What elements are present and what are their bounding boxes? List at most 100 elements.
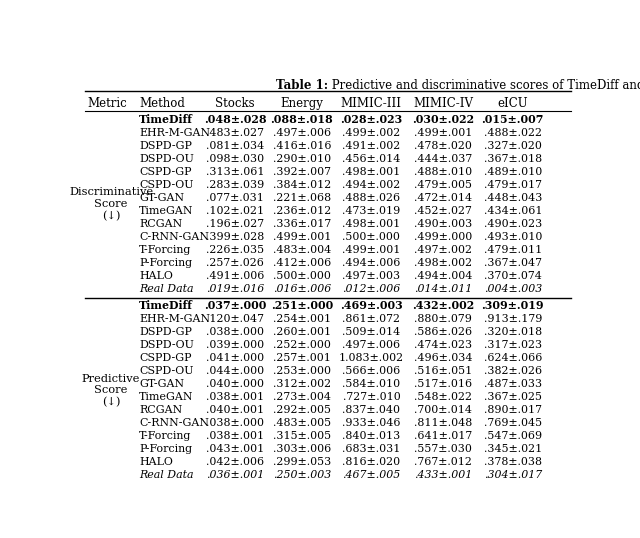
Text: .260±.001: .260±.001: [273, 327, 331, 337]
Text: .586±.026: .586±.026: [414, 327, 472, 337]
Text: C-RNN-GAN: C-RNN-GAN: [139, 232, 209, 242]
Text: .499±.000: .499±.000: [414, 232, 472, 242]
Text: .434±.061: .434±.061: [483, 206, 542, 216]
Text: .474±.023: .474±.023: [414, 339, 472, 350]
Text: Metric: Metric: [87, 97, 127, 110]
Text: EHR-M-GAN: EHR-M-GAN: [139, 128, 210, 138]
Text: .367±.018: .367±.018: [484, 154, 542, 164]
Text: .497±.006: .497±.006: [342, 339, 401, 350]
Text: .624±.066: .624±.066: [484, 353, 542, 363]
Text: .392±.007: .392±.007: [273, 167, 331, 176]
Text: .030±.022: .030±.022: [412, 114, 474, 125]
Text: .516±.051: .516±.051: [414, 366, 472, 376]
Text: .040±.000: .040±.000: [206, 379, 264, 389]
Text: .452±.027: .452±.027: [414, 206, 472, 216]
Text: .861±.072: .861±.072: [342, 314, 401, 323]
Text: .037±.000: .037±.000: [204, 300, 266, 311]
Text: .038±.000: .038±.000: [206, 327, 264, 337]
Text: .252±.000: .252±.000: [273, 339, 331, 350]
Text: .036±.001: .036±.001: [206, 470, 264, 480]
Text: .012±.006: .012±.006: [342, 284, 401, 294]
Text: MIMIC-IV: MIMIC-IV: [413, 97, 474, 110]
Text: .120±.047: .120±.047: [206, 314, 264, 323]
Text: .496±.034: .496±.034: [414, 353, 472, 363]
Text: .933±.046: .933±.046: [342, 418, 401, 428]
Text: .367±.047: .367±.047: [484, 258, 541, 268]
Text: .077±.031: .077±.031: [206, 193, 264, 203]
Text: .483±.005: .483±.005: [273, 418, 331, 428]
Text: .517±.016: .517±.016: [414, 379, 472, 389]
Text: .014±.011: .014±.011: [414, 284, 472, 294]
Text: .292±.005: .292±.005: [273, 405, 331, 415]
Text: .491±.002: .491±.002: [342, 140, 401, 151]
Text: .378±.038: .378±.038: [484, 457, 541, 467]
Text: 1.083±.002: 1.083±.002: [339, 353, 404, 363]
Text: RCGAN: RCGAN: [139, 405, 182, 415]
Text: .509±.014: .509±.014: [342, 327, 401, 337]
Text: .039±.000: .039±.000: [206, 339, 264, 350]
Text: .490±.003: .490±.003: [414, 219, 472, 229]
Text: .283±.039: .283±.039: [206, 180, 264, 190]
Text: .473±.019: .473±.019: [342, 206, 401, 216]
Text: T-Forcing: T-Forcing: [139, 245, 191, 255]
Text: .497±.003: .497±.003: [342, 271, 401, 281]
Text: .102±.021: .102±.021: [206, 206, 264, 216]
Text: Predictive and discriminative scores of TimeDiff and the baselines.: Predictive and discriminative scores of …: [328, 79, 640, 92]
Text: CSPD-OU: CSPD-OU: [139, 180, 193, 190]
Text: Real Data: Real Data: [139, 284, 193, 294]
Text: .317±.023: .317±.023: [484, 339, 542, 350]
Text: .250±.003: .250±.003: [273, 470, 331, 480]
Text: GT-GAN: GT-GAN: [139, 193, 184, 203]
Text: .042±.006: .042±.006: [206, 457, 264, 467]
Text: CSPD-GP: CSPD-GP: [139, 353, 191, 363]
Text: .004±.003: .004±.003: [484, 284, 542, 294]
Text: .890±.017: .890±.017: [484, 405, 541, 415]
Text: TimeDiff: TimeDiff: [139, 300, 193, 311]
Text: .880±.079: .880±.079: [414, 314, 472, 323]
Text: RCGAN: RCGAN: [139, 219, 182, 229]
Text: .557±.030: .557±.030: [414, 444, 472, 454]
Text: .479±.011: .479±.011: [484, 245, 542, 255]
Text: .028±.023: .028±.023: [340, 114, 403, 125]
Text: .399±.028: .399±.028: [206, 232, 264, 242]
Text: .456±.014: .456±.014: [342, 154, 401, 164]
Text: .016±.006: .016±.006: [273, 284, 331, 294]
Text: .483±.004: .483±.004: [273, 245, 331, 255]
Text: .479±.005: .479±.005: [414, 180, 472, 190]
Text: Discriminative
Score
(↓): Discriminative Score (↓): [69, 188, 153, 221]
Text: .497±.006: .497±.006: [273, 128, 331, 138]
Text: Stocks: Stocks: [215, 97, 255, 110]
Text: .493±.010: .493±.010: [484, 232, 542, 242]
Text: .913±.179: .913±.179: [484, 314, 542, 323]
Text: .584±.010: .584±.010: [342, 379, 401, 389]
Text: .081±.034: .081±.034: [206, 140, 264, 151]
Text: .038±.001: .038±.001: [206, 431, 264, 441]
Text: .641±.017: .641±.017: [414, 431, 472, 441]
Text: Energy: Energy: [280, 97, 323, 110]
Text: .299±.053: .299±.053: [273, 457, 331, 467]
Text: .253±.000: .253±.000: [273, 366, 331, 376]
Text: .478±.020: .478±.020: [414, 140, 472, 151]
Text: .048±.028: .048±.028: [204, 114, 266, 125]
Text: HALO: HALO: [139, 271, 173, 281]
Text: P-Forcing: P-Forcing: [139, 258, 192, 268]
Text: .196±.027: .196±.027: [206, 219, 264, 229]
Text: .467±.005: .467±.005: [342, 470, 401, 480]
Text: .313±.061: .313±.061: [205, 167, 264, 176]
Text: .290±.010: .290±.010: [273, 154, 331, 164]
Text: P-Forcing: P-Forcing: [139, 444, 192, 454]
Text: .727±.010: .727±.010: [342, 392, 400, 402]
Text: .566±.006: .566±.006: [342, 366, 401, 376]
Text: .345±.021: .345±.021: [484, 444, 542, 454]
Text: .700±.014: .700±.014: [414, 405, 472, 415]
Text: .433±.001: .433±.001: [414, 470, 472, 480]
Text: DSPD-OU: DSPD-OU: [139, 339, 194, 350]
Text: .254±.001: .254±.001: [273, 314, 331, 323]
Text: .500±.000: .500±.000: [342, 232, 401, 242]
Text: .499±.001: .499±.001: [414, 128, 472, 138]
Text: .382±.026: .382±.026: [484, 366, 542, 376]
Text: TimeGAN: TimeGAN: [139, 206, 193, 216]
Text: .479±.017: .479±.017: [484, 180, 541, 190]
Text: .767±.012: .767±.012: [414, 457, 472, 467]
Text: .273±.004: .273±.004: [273, 392, 331, 402]
